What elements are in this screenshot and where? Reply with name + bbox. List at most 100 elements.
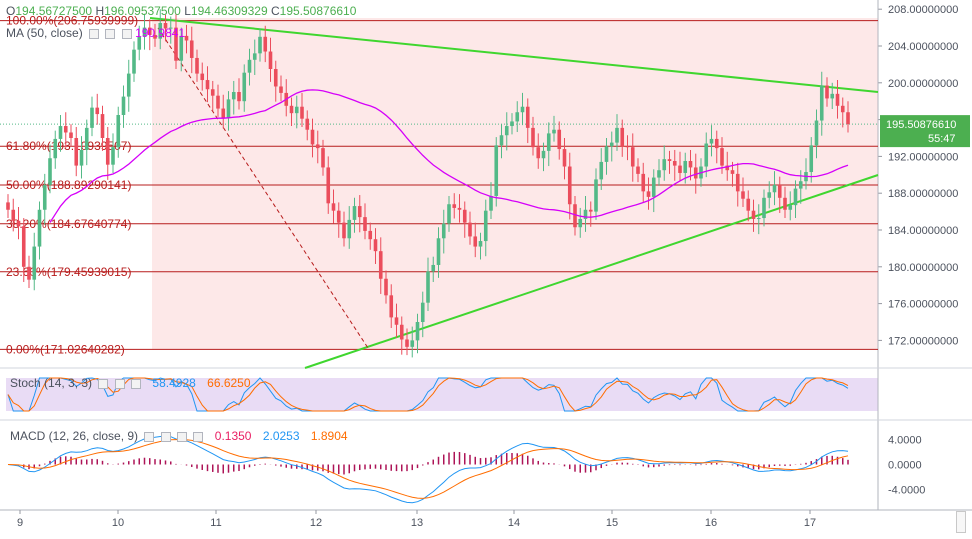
price-tick-label: 184.00000000 — [888, 225, 958, 237]
candle-body — [347, 219, 352, 239]
last-price-badge — [880, 115, 970, 148]
candle-body — [462, 209, 467, 223]
fib-trend-line[interactable] — [157, 27, 369, 349]
candle-body — [289, 105, 294, 114]
candle-body — [331, 203, 336, 211]
candle-body — [121, 96, 126, 115]
candle-body — [525, 106, 530, 128]
candle-body — [709, 138, 714, 144]
candle-body — [793, 188, 798, 206]
ma-visibility-icon[interactable] — [89, 28, 100, 39]
candle-body — [420, 302, 425, 322]
candle-body — [489, 195, 493, 211]
candle-body — [720, 148, 724, 166]
fib-level-label: 23.60%(179.45939015) — [6, 265, 131, 279]
ma50-line — [49, 89, 849, 223]
candle-body — [536, 147, 541, 159]
stoch-legend[interactable]: Stoch (14, 3, 3) 58.4928 66.6250 — [10, 376, 251, 390]
stoch-close-icon[interactable] — [131, 378, 142, 389]
candle-body — [415, 322, 420, 341]
candle-body — [27, 266, 31, 280]
candle-body — [441, 223, 446, 239]
candle-body — [557, 129, 562, 150]
candle-body — [132, 49, 136, 74]
candle-body — [58, 126, 63, 139]
candle-body — [494, 145, 499, 196]
price-tick-label: 192.00000000 — [888, 151, 958, 163]
candle-body — [546, 133, 551, 151]
macd-value: 2.0253 — [262, 429, 300, 443]
candle-body — [615, 127, 619, 143]
candle-body — [95, 107, 100, 115]
candle-body — [216, 95, 220, 109]
candle-body — [410, 340, 415, 347]
candle-body — [394, 317, 399, 325]
candle-body — [32, 246, 37, 280]
macd-signal-line — [7, 439, 849, 499]
candle-body — [321, 148, 325, 168]
macd-legend[interactable]: MACD (12, 26, close, 9) 0.1350 2.0253 1.… — [10, 429, 348, 443]
candle-body — [42, 184, 47, 210]
candle-body — [741, 191, 745, 199]
candle-body — [504, 126, 509, 136]
candle-body — [620, 127, 625, 147]
candle-body — [725, 165, 730, 171]
candle-body — [310, 129, 315, 145]
candle-body — [195, 57, 199, 74]
candle-body — [242, 72, 247, 102]
candle-body — [137, 36, 142, 50]
ma-close-icon[interactable] — [121, 28, 132, 39]
candle-body — [814, 120, 819, 146]
candle-body — [336, 210, 341, 223]
stoch-settings-icon[interactable] — [114, 378, 125, 389]
candle-body — [168, 27, 173, 29]
candle-body — [69, 132, 73, 138]
fib-level-label: 61.80%(193.10939507) — [6, 139, 131, 153]
candle-body — [315, 144, 320, 149]
candle-body — [221, 108, 226, 118]
candle-body — [788, 205, 793, 210]
candle-body — [21, 226, 26, 267]
candle-body — [772, 184, 777, 193]
upper-trendline[interactable] — [149, 17, 879, 93]
candle-body — [189, 40, 194, 58]
price-tick-label: 180.00000000 — [888, 262, 958, 274]
ma-legend[interactable]: MA (50, close) 190.9841 — [6, 26, 185, 40]
macd-close-icon[interactable] — [193, 431, 204, 442]
candle-body — [809, 145, 814, 173]
ohlc-close-value: 195.50876610 — [279, 4, 357, 18]
candle-body — [263, 36, 268, 52]
candle-body — [662, 159, 667, 171]
candle-body — [384, 278, 388, 296]
ma-settings-icon[interactable] — [105, 28, 116, 39]
candle-body — [252, 53, 257, 60]
candle-body — [641, 173, 646, 192]
price-tick-label: 208.00000000 — [888, 4, 958, 16]
candle-body — [368, 230, 373, 240]
candle-body — [693, 167, 698, 179]
macd-add-icon[interactable] — [177, 431, 188, 442]
candle-body — [735, 173, 740, 192]
price-tick-label: 204.00000000 — [888, 41, 958, 53]
candle-body — [405, 339, 409, 347]
time-scroll-handle[interactable] — [956, 511, 966, 533]
candle-body — [604, 146, 609, 162]
macd-settings-icon[interactable] — [160, 431, 171, 442]
fib-zone-fill — [152, 18, 878, 350]
stoch-visibility-icon[interactable] — [98, 378, 109, 389]
macd-visibility-icon[interactable] — [144, 431, 155, 442]
candle-body — [667, 159, 672, 161]
candle-body — [300, 106, 304, 119]
candle-body — [205, 80, 210, 90]
candle-body — [258, 36, 262, 54]
candle-body — [452, 204, 457, 208]
candle-body — [431, 264, 436, 272]
candle-body — [751, 210, 756, 219]
candle-body — [389, 295, 394, 318]
stoch-d-line — [7, 377, 849, 412]
candle-body — [63, 126, 68, 133]
candle-body — [326, 167, 331, 204]
macd-label: MACD (12, 26, close, 9) — [10, 429, 139, 443]
